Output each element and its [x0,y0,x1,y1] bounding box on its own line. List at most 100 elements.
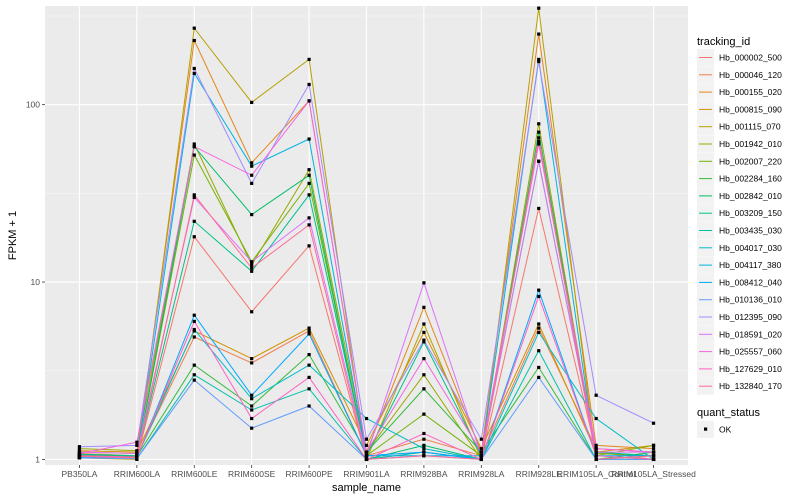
data-point [422,387,426,391]
data-point [250,416,254,421]
data-point [537,32,541,36]
data-point [135,440,139,444]
data-point [250,361,254,365]
data-point [135,443,139,447]
data-point [537,142,541,146]
y-axis: 1 10 100 [26,100,45,464]
x-tick-label: RRIM600LA [114,469,161,479]
data-point [192,363,196,367]
data-point [192,378,196,382]
data-point [422,357,426,361]
shape-legend-title: quant_status [697,407,760,419]
data-point [250,269,254,273]
data-point [479,450,483,454]
x-tick-label: RRIM600LE [171,469,218,479]
legend-item: Hb_132840_170 [697,377,782,395]
data-point [422,412,426,416]
data-point [651,450,656,454]
data-point [422,322,426,326]
legend-item: Hb_000002_500 [697,49,782,66]
legend-item: Hb_001942_010 [697,135,782,153]
legend-point-symbol [704,427,708,431]
data-point [479,447,483,451]
data-point [422,373,426,377]
data-point [135,449,139,453]
data-point [537,136,541,140]
data-point [250,266,254,270]
data-point [422,450,426,454]
data-point [307,168,311,172]
y-axis-title: FPKM + 1 [7,211,19,260]
legend-item: Hb_000046_120 [697,66,782,84]
legend-item: Hb_127629_010 [697,360,782,378]
data-point [307,82,311,87]
data-point [479,437,483,441]
data-point [192,327,196,332]
data-point [307,216,311,220]
y-tick-label: 10 [31,277,41,287]
legend-label: Hb_002007_220 [719,156,782,166]
legend-label: Hb_025557_060 [719,347,782,357]
legend-item: Hb_003209_150 [697,204,782,222]
data-point [250,213,254,217]
data-point [307,352,311,357]
legend-item: Hb_008412_040 [697,273,782,291]
data-point [77,445,82,449]
data-point [537,349,541,353]
data-point [651,421,656,425]
data-point [250,310,254,314]
legend-label: Hb_004117_380 [719,260,782,270]
data-point [537,122,541,126]
data-point [537,322,541,326]
legend-item: Hb_010136_010 [697,291,782,309]
legend-label: Hb_012395_090 [719,312,782,322]
data-point [537,139,541,144]
data-point [77,447,82,451]
y-tick-label: 100 [26,100,40,110]
legend-label: Hb_010136_010 [719,295,782,305]
x-tick-label: RRIM105LA_Control [557,469,636,479]
data-point [307,363,311,367]
data-point [250,260,254,264]
data-point [250,164,254,168]
data-point [537,6,541,10]
data-point [537,206,541,211]
legend-item: Hb_000815_090 [697,100,782,118]
legend-label: Hb_132840_170 [719,381,782,391]
data-point [250,181,254,185]
data-point [422,338,426,342]
data-point [651,443,656,447]
data-point [192,313,196,317]
data-point [479,454,483,458]
legend-item: Hb_000155_020 [697,83,782,101]
data-point [192,335,196,339]
legend-item: Hb_002007_220 [697,152,782,170]
x-tick-label: RRIM928LE [516,469,563,479]
data-point [250,408,254,412]
data-point [364,416,369,421]
legend-label: Hb_000155_020 [719,87,782,97]
data-point [250,393,254,397]
data-point [250,357,254,361]
data-point [307,326,311,330]
legend-label: Hb_000815_090 [719,104,782,114]
data-point [307,375,311,379]
legend-item: Hb_001115_070 [697,118,781,136]
data-point [192,26,196,30]
data-point [422,281,426,285]
data-point [422,443,426,447]
data-point [307,404,311,408]
data-point [192,38,196,43]
data-point [250,173,254,177]
data-point [135,451,139,456]
data-point [307,137,311,141]
data-point [537,375,541,379]
x-tick-label: RRIM928BA [400,469,448,479]
data-point [537,57,541,61]
x-tick-label: RRIM928LA [458,469,505,479]
data-point [192,66,196,71]
data-point [77,454,82,458]
x-tick-label: PB350LA [61,469,97,479]
data-point [537,365,541,370]
